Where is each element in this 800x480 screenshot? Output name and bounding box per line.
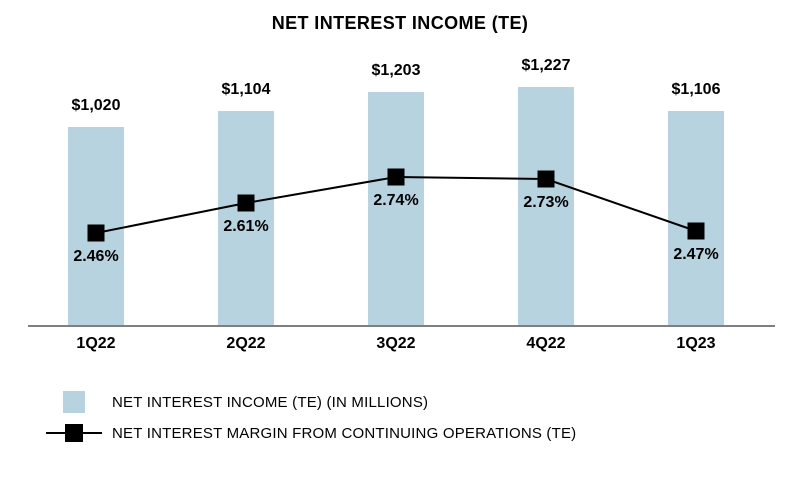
bar-swatch-icon (63, 391, 85, 413)
x-axis-label-1Q23: 1Q23 (676, 335, 716, 352)
margin-value-label-2Q22: 2.61% (223, 218, 269, 235)
legend-label-line: NET INTEREST MARGIN FROM CONTINUING OPER… (112, 424, 577, 442)
bar-1Q23 (668, 111, 724, 325)
legend-key-line (46, 421, 102, 445)
bar-value-label-3Q22: $1,203 (371, 62, 421, 79)
legend-item-line: NET INTEREST MARGIN FROM CONTINUING OPER… (46, 421, 576, 445)
legend-label-bar: NET INTEREST INCOME (TE) (IN MILLIONS) (112, 393, 429, 411)
legend-square-marker (65, 424, 83, 442)
margin-value-label-1Q23: 2.47% (673, 246, 719, 263)
bar-value-label-1Q23: $1,106 (671, 81, 721, 98)
margin-value-label-4Q22: 2.73% (523, 194, 569, 211)
x-axis-label-2Q22: 2Q22 (226, 335, 266, 352)
chart-title: NET INTEREST INCOME (TE) (271, 13, 529, 33)
margin-value-label-1Q22: 2.46% (73, 248, 119, 265)
bar-value-label-2Q22: $1,104 (221, 81, 271, 98)
x-axis (28, 325, 775, 327)
x-axis-label-3Q22: 3Q22 (376, 335, 416, 352)
bar-value-label-1Q22: $1,020 (71, 97, 121, 114)
legend-item-bar: NET INTEREST INCOME (TE) (IN MILLIONS) (46, 390, 576, 414)
x-axis-label-1Q22: 1Q22 (76, 335, 116, 352)
bar-1Q22 (68, 127, 124, 325)
bar-value-label-4Q22: $1,227 (521, 57, 571, 74)
legend: NET INTEREST INCOME (TE) (IN MILLIONS) N… (46, 390, 576, 452)
line-marker-icon (46, 424, 102, 442)
margin-value-label-3Q22: 2.74% (373, 192, 419, 209)
x-axis-label-4Q22: 4Q22 (526, 335, 566, 352)
legend-key-bar (46, 390, 102, 414)
